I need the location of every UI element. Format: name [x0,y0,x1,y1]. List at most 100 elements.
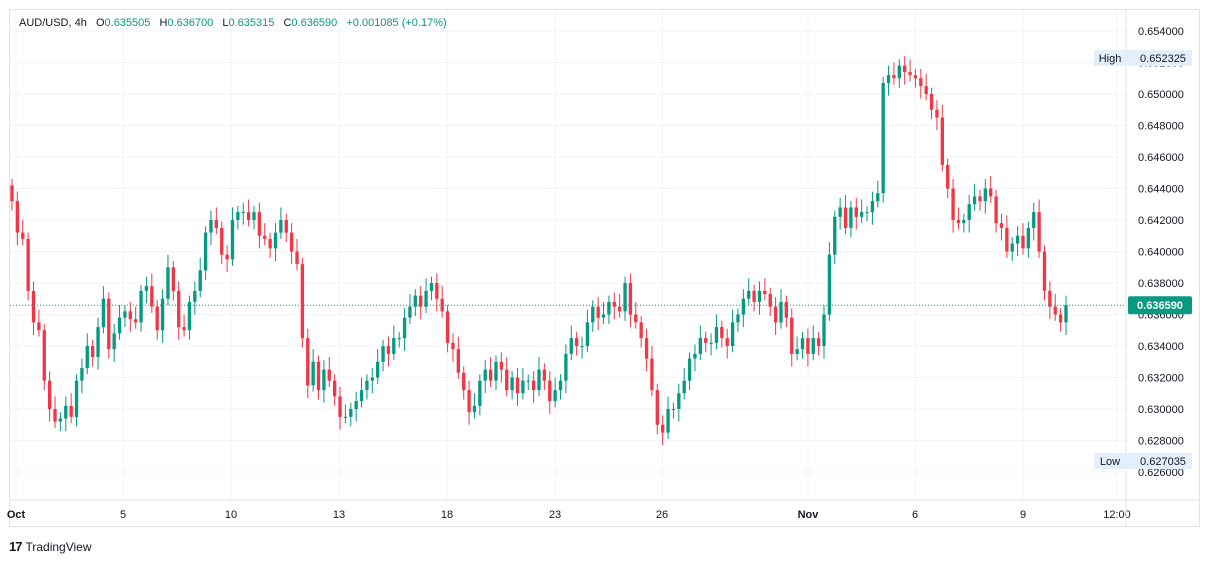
candle-body [542,369,547,381]
candle-body [101,298,106,328]
time-axis-label: 13 [333,509,345,521]
candle-body [435,283,439,299]
candle-body [671,409,676,410]
candle-body [246,212,251,220]
candle-body [376,361,380,378]
candle-body [338,396,342,417]
candle-body [526,380,530,382]
candle-body [311,361,315,386]
candle-body [392,338,396,354]
candle-body [397,338,401,340]
candle-body [359,390,364,402]
candle-body [144,286,149,291]
candle-body [90,346,95,358]
candle-body [365,380,369,391]
candle-body [139,290,143,323]
candle-body [838,207,842,217]
time-axis-label: 18 [441,509,453,521]
time-axis-label: Oct [7,509,26,521]
open-value: 0.635505 [104,17,151,29]
candle-body [843,207,848,228]
candle-body [816,338,821,346]
candle-body [946,164,950,189]
candle-body [225,254,229,260]
candle-body [919,78,923,87]
interval-label[interactable]: 4h [74,17,87,29]
candle-body [564,353,568,381]
symbol-name[interactable]: AUD/USD [19,17,69,29]
candle-body [935,109,939,118]
candle-body [64,405,68,419]
candle-body [854,207,858,217]
tradingview-logo[interactable]: 17 TradingView [9,539,92,554]
candle-body [193,290,197,302]
candle-body [349,409,353,417]
candle-body [741,298,746,315]
candle-body [1005,227,1009,252]
candle-body [531,380,536,391]
time-axis-label: 23 [549,509,561,521]
time-axis-label: 10 [225,509,237,521]
candle-body [419,295,423,307]
candle-body [811,338,815,354]
low-label: L [222,17,229,29]
price-axis-label: 0.626000 [1138,467,1184,479]
candle-body [117,317,122,334]
low-marker-label: Low [1100,456,1120,468]
candle-body [924,86,928,94]
candle-body [773,306,778,323]
candle-body [37,322,41,331]
high-label: H [159,17,168,29]
candle-body [892,75,896,79]
candle-body [134,319,138,323]
candle-body [650,358,654,391]
candle-body [747,290,751,299]
candle-body [386,346,391,354]
time-axis-label: Nov [798,509,820,521]
candle-body [505,369,509,391]
candle-body [445,311,450,343]
change-value: +0.001085 (+0.17%) [346,17,447,29]
candle-body [537,369,541,391]
candle-body [806,338,810,354]
candle-body [96,327,100,358]
candle-body [462,372,466,391]
candle-body [322,369,326,391]
candle-body [833,216,837,255]
time-axis-label: 26 [656,509,668,521]
candle-body [548,380,552,402]
candle-body [220,227,224,255]
candle-body [757,290,762,302]
candle-body [42,330,46,381]
candle-body [999,223,1004,228]
candle-body [827,254,832,315]
candle-body [859,212,864,217]
candle-body [284,220,288,233]
candle-body [488,369,493,381]
high-value: 0.636700 [167,17,214,29]
candle-body [1064,305,1068,323]
candle-body [31,290,36,323]
close-value: 0.636590 [291,17,338,29]
candle-body [279,220,283,233]
candle-body [21,232,25,239]
price-axis-label: 0.648000 [1138,121,1184,133]
candle-body [569,338,573,354]
candle-body [15,201,20,233]
candle-body [166,267,170,299]
tradingview-logo-icon: 17 [9,539,23,554]
candle-body [203,232,208,271]
candle-body [1058,314,1063,323]
chart-frame[interactable] [9,9,1200,527]
candle-body [69,405,73,417]
candle-body [693,353,697,359]
candle-body [730,322,735,346]
candle-body [553,390,557,402]
candle-body [940,117,944,165]
candle-body [601,314,606,318]
candle-body [865,212,869,214]
candle-body [886,75,891,83]
candle-body [634,314,638,323]
candle-body [510,377,514,391]
